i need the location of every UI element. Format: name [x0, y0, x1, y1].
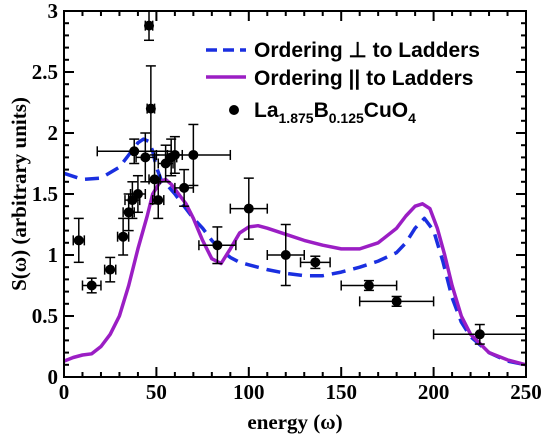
x-tick-label: 150 [325, 380, 357, 404]
data-marker [391, 296, 402, 307]
data-point [103, 256, 117, 283]
legend-label-data-part: La [254, 99, 279, 122]
y-tick-label: 0.5 [32, 304, 58, 328]
data-point [266, 223, 305, 287]
series-line-perpendicular [63, 137, 527, 367]
legend-label-data-part: CuO [364, 99, 408, 122]
data-marker [144, 20, 155, 31]
data-marker [310, 257, 321, 268]
x-tick-label: 50 [146, 380, 167, 404]
legend-label-perpendicular: Ordering ⊥ to Ladders [254, 39, 480, 62]
data-marker [123, 207, 134, 218]
y-tick-label: 1.5 [32, 182, 58, 206]
data-point [174, 168, 195, 207]
y-axis-title: S(ω) (arbitrary units) [7, 97, 31, 291]
data-point [155, 123, 232, 187]
x-tick-labels: 0 50 100 150 200 250 [59, 380, 542, 404]
y-tick-label: 2 [48, 121, 59, 145]
data-marker [188, 149, 199, 160]
data-marker [153, 195, 164, 206]
data-point [96, 138, 172, 165]
legend-label-data-sub: 4 [408, 110, 416, 126]
x-tick-label: 250 [510, 380, 542, 404]
data-point [299, 255, 331, 270]
y-tick-label: 3 [48, 0, 59, 23]
data-point [129, 174, 147, 214]
data-marker [118, 231, 129, 242]
data-marker [73, 235, 84, 246]
axis-ticks [63, 10, 527, 378]
legend-label-data: La1.875B0.125CuO4 [254, 99, 416, 126]
legend-marker-data [229, 105, 239, 115]
legend-label-data-sub: 0.125 [329, 110, 364, 126]
legend-label-data-sub: 1.875 [279, 110, 314, 126]
data-marker [86, 280, 97, 291]
data-marker [474, 329, 485, 340]
data-marker [105, 264, 116, 275]
data-point [358, 295, 435, 307]
data-marker [132, 189, 143, 199]
data-point [72, 217, 86, 264]
data-point [144, 10, 155, 42]
legend-label-data-part: B [314, 99, 329, 122]
data-marker [140, 152, 151, 163]
y-tick-label: 1 [48, 243, 59, 267]
y-tick-label: 0 [48, 365, 59, 389]
data-point [116, 217, 130, 256]
data-marker [243, 203, 254, 214]
data-point [432, 323, 527, 345]
curves-layer [63, 137, 527, 367]
data-point [229, 177, 269, 240]
data-marker [363, 280, 374, 291]
legend: Ordering ⊥ to Ladders Ordering || to Lad… [206, 39, 480, 126]
data-point [145, 65, 156, 153]
x-tick-label: 200 [418, 380, 450, 404]
x-tick-label: 100 [233, 380, 265, 404]
y-tick-label: 2.5 [32, 60, 58, 84]
data-marker [280, 250, 291, 260]
x-axis-title: energy (ω) [247, 410, 342, 434]
y-tick-labels: 0 0.5 1 1.5 2 2.5 3 [32, 0, 58, 389]
data-point [81, 277, 102, 294]
data-marker [212, 240, 223, 251]
data-point [340, 279, 398, 292]
legend-label-parallel: Ordering || to Ladders [254, 67, 473, 90]
data-marker [129, 146, 140, 157]
series-line-parallel [63, 177, 527, 367]
data-point [151, 181, 165, 220]
data-marker [179, 182, 190, 193]
data-point [198, 226, 237, 265]
data-points-layer [72, 10, 527, 345]
x-tick-label: 0 [59, 380, 70, 404]
data-marker [145, 103, 156, 114]
